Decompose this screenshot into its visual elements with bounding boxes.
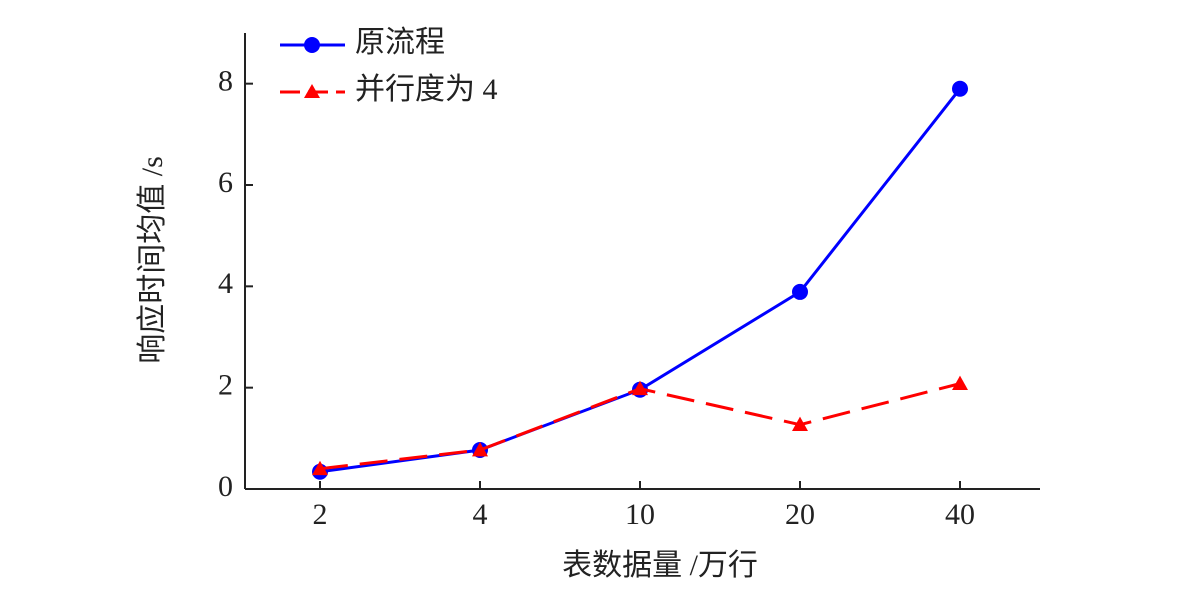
point <box>472 441 488 457</box>
point <box>632 380 648 396</box>
point <box>792 416 808 432</box>
x-tick-label: 40 <box>945 498 975 531</box>
point <box>952 375 968 391</box>
legend-label: 并行度为 4 <box>355 73 498 106</box>
legend-marker <box>304 37 320 53</box>
x-axis-label: 表数据量 /万行 <box>562 549 758 582</box>
series-line <box>319 87 962 474</box>
point <box>952 80 968 97</box>
legend-marker <box>304 84 320 98</box>
x-tick-label: 10 <box>625 498 655 531</box>
y-tick-label: 0 <box>218 470 233 503</box>
y-tick-label: 4 <box>218 267 233 300</box>
y-tick-label: 8 <box>218 65 233 98</box>
point <box>312 460 328 476</box>
y-tick-label: 6 <box>218 166 233 199</box>
x-tick-label: 4 <box>473 498 488 531</box>
point <box>792 283 808 300</box>
x-tick-label: 2 <box>313 498 328 531</box>
legend-label: 原流程 <box>355 26 445 59</box>
y-tick-label: 2 <box>218 369 233 402</box>
x-tick-label: 20 <box>785 498 815 531</box>
y-axis-label: 响应时间均值 /s <box>136 156 169 364</box>
